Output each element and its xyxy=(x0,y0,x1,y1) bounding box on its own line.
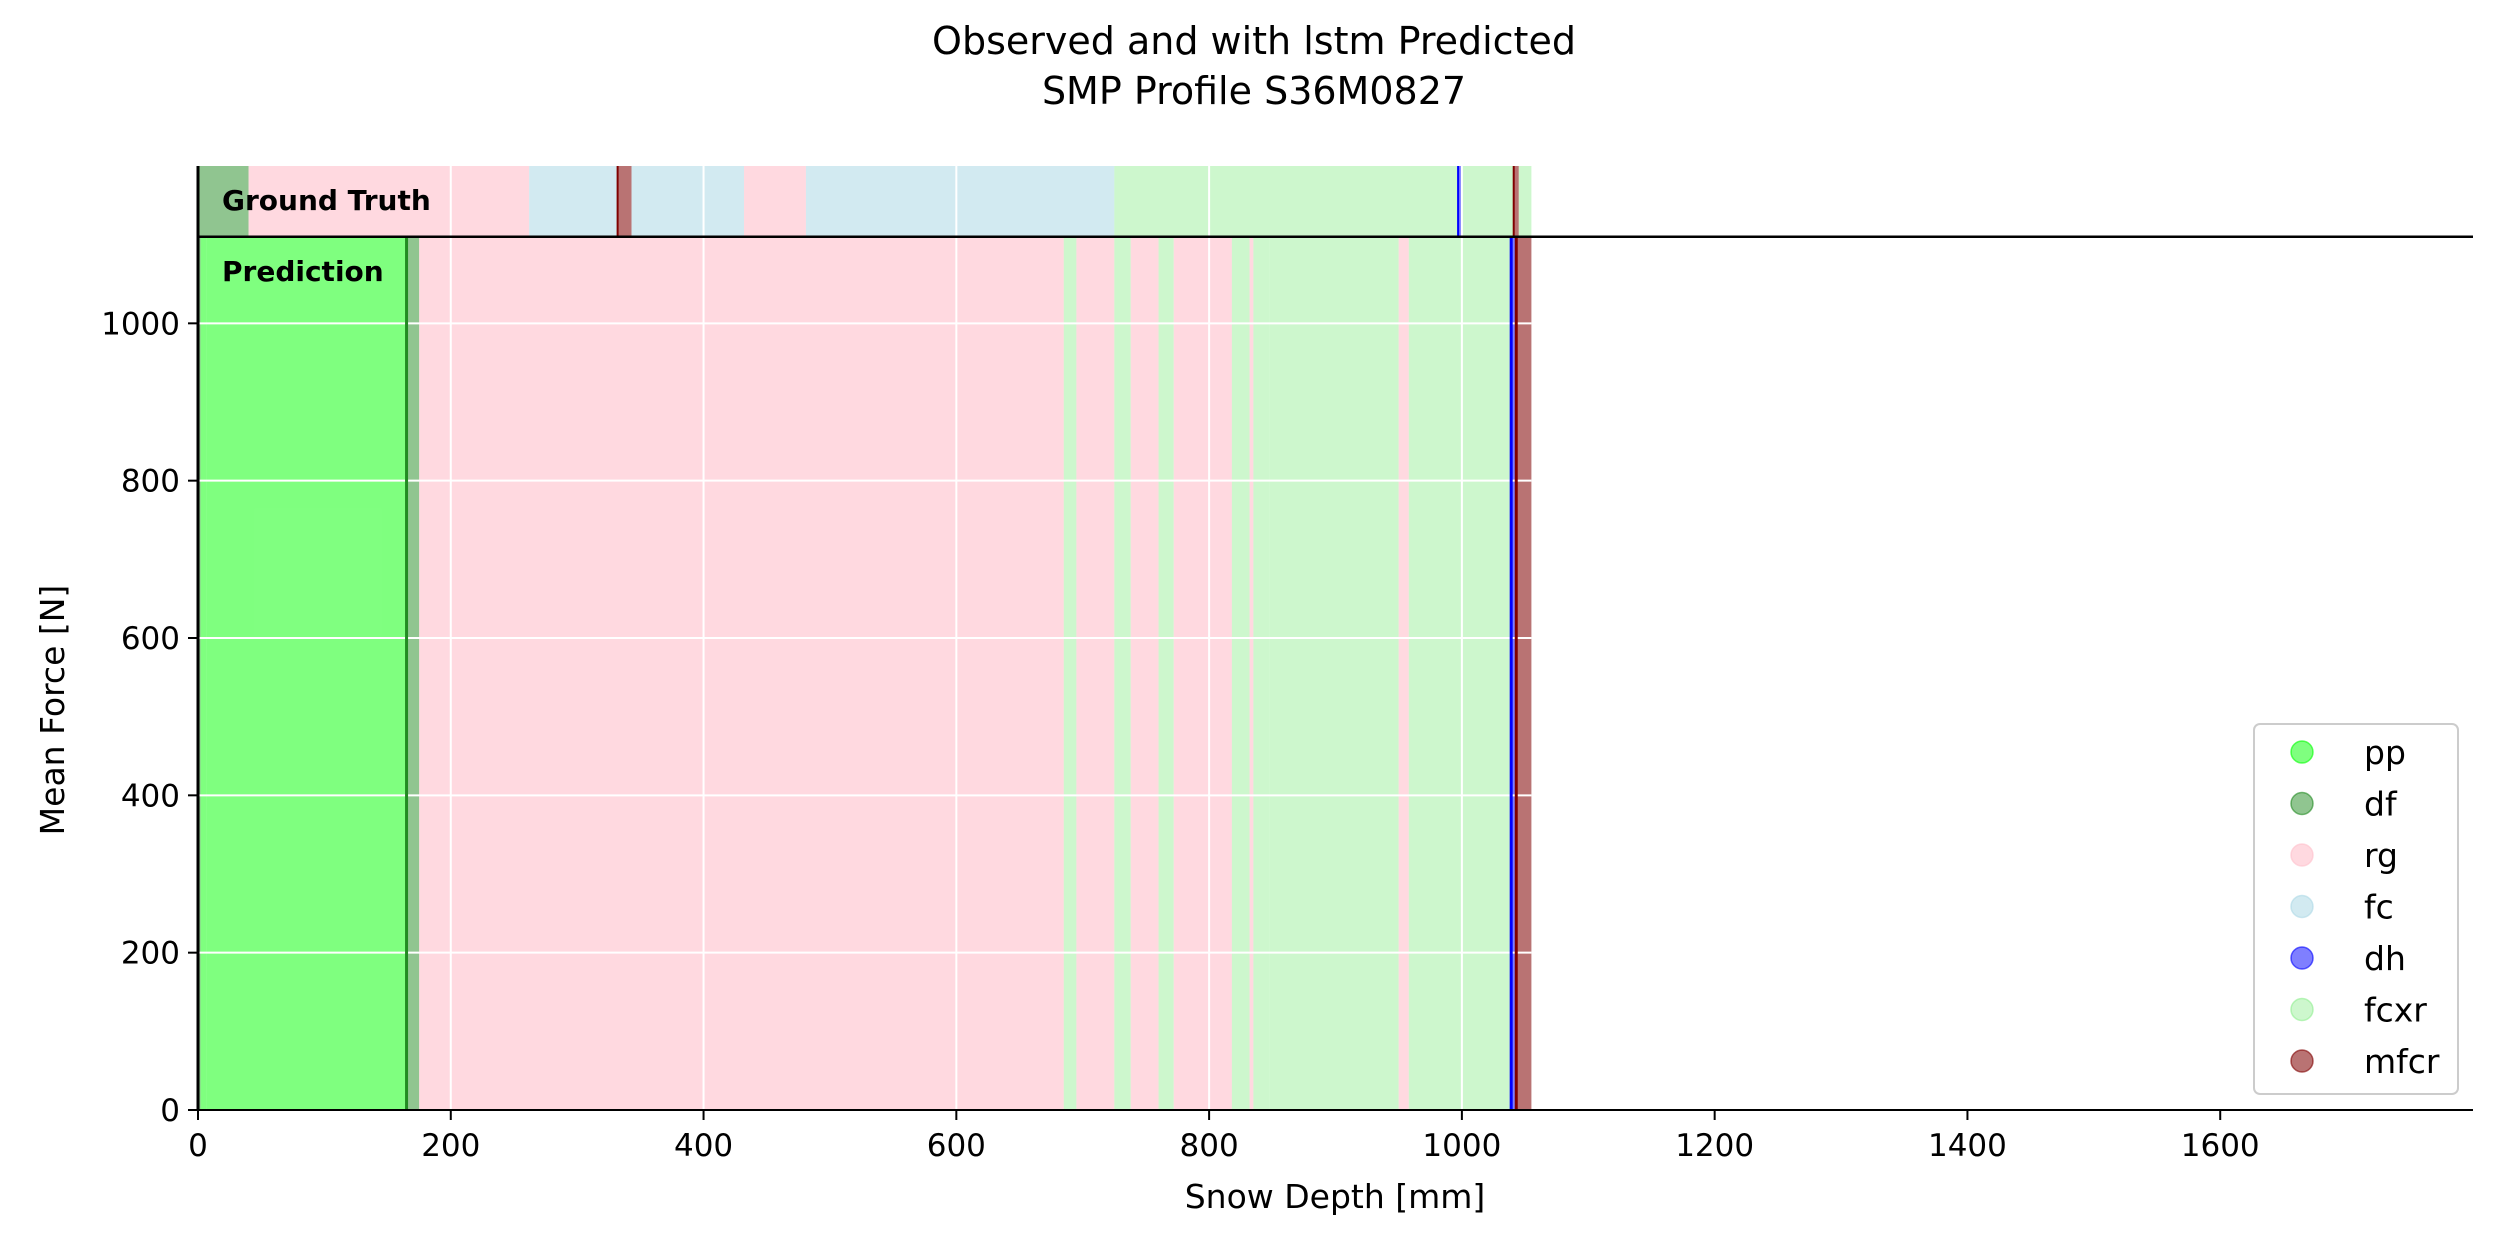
legend-marker-dh xyxy=(2290,946,2314,970)
legend-marker-fcxr xyxy=(2290,997,2314,1022)
x-tick-label: 1000 xyxy=(1422,1128,1501,1164)
legend-box xyxy=(2253,723,2459,1095)
y-axis-label: Mean Force [N] xyxy=(33,585,72,836)
legend-label-df: df xyxy=(2364,785,2398,824)
legend-marker-mfcr xyxy=(2290,1049,2314,1073)
legend-label-fcxr: fcxr xyxy=(2364,991,2427,1030)
prediction-label: Prediction xyxy=(222,255,384,288)
prediction-segment-fcxr xyxy=(1253,236,1270,1111)
x-tick-label: 1200 xyxy=(1675,1128,1754,1164)
prediction-segment-rg xyxy=(1076,236,1115,1111)
legend-label-fc: fc xyxy=(2364,888,2394,927)
prediction-segment-pp xyxy=(206,236,407,1111)
y-tick-label: 600 xyxy=(121,621,180,657)
ground-truth-segment-fcxr xyxy=(1461,166,1514,237)
ground-truth-segment-fc xyxy=(805,166,1115,237)
x-axis-label: Snow Depth [mm] xyxy=(1185,1177,1486,1216)
legend-label-dh: dh xyxy=(2364,939,2406,978)
prediction-segment-fcxr xyxy=(1231,236,1250,1111)
x-tick-label: 200 xyxy=(421,1128,480,1164)
ground-truth-segment-fc xyxy=(631,166,744,237)
ground-truth-segment-df xyxy=(198,166,249,237)
prediction-segment-fcxr xyxy=(1408,236,1512,1111)
prediction-segment-pp xyxy=(200,236,207,1111)
plot-area: Ground Truth Prediction 0 200 400 600 800 1000 1… xyxy=(101,166,2473,1164)
ground-truth-segment-dh xyxy=(1458,166,1462,237)
y-tick-label: 400 xyxy=(121,778,180,814)
prediction-segment-fcxr xyxy=(1063,236,1077,1111)
prediction-segment-fcxr xyxy=(1114,236,1131,1111)
x-tick-label: 0 xyxy=(188,1128,208,1164)
legend-label-mfcr: mfcr xyxy=(2364,1042,2440,1081)
y-tick-label: 200 xyxy=(121,936,180,972)
legend-label-pp: pp xyxy=(2364,733,2406,772)
x-tick-label: 1400 xyxy=(1928,1128,2007,1164)
y-tick-label: 0 xyxy=(160,1093,180,1129)
prediction-segment-rg xyxy=(419,236,1064,1111)
ground-truth-segment-mfcr xyxy=(617,166,632,237)
ground-truth-label: Ground Truth xyxy=(222,184,431,217)
y-tick-label: 800 xyxy=(121,464,180,500)
legend-marker-pp xyxy=(2290,740,2314,764)
x-tick-label: 600 xyxy=(927,1128,986,1164)
prediction-segment-fcxr xyxy=(1269,236,1399,1111)
prediction-segment-df xyxy=(406,236,420,1111)
prediction-segment-fcxr xyxy=(1158,236,1174,1111)
prediction-segment-rg xyxy=(1249,236,1254,1111)
prediction-segment-rg xyxy=(1130,236,1159,1111)
ground-truth-segment-rg xyxy=(744,166,806,237)
x-tick-label: 400 xyxy=(674,1128,733,1164)
prediction-segment-rg xyxy=(1173,236,1232,1111)
chart-title-line-1: Observed and with lstm Predicted xyxy=(932,19,1576,63)
ground-truth-segment-fcxr xyxy=(1518,166,1532,237)
ground-truth-segment-fcxr xyxy=(1114,166,1459,237)
legend-marker-df xyxy=(2290,791,2314,816)
ground-truth-segment-rg xyxy=(248,166,530,237)
legend-marker-fc xyxy=(2290,894,2314,919)
chart-title-line-2: SMP Profile S36M0827 xyxy=(1042,69,1466,113)
ground-truth-segment-fc xyxy=(529,166,618,237)
prediction-segment-rg xyxy=(1398,236,1409,1111)
prediction-segment-dh xyxy=(1511,236,1517,1111)
legend-label-rg: rg xyxy=(2364,836,2398,875)
prediction-segment-mfcr xyxy=(1516,236,1532,1111)
x-tick-label: 1600 xyxy=(2181,1128,2260,1164)
legend-marker-rg xyxy=(2290,843,2314,867)
ground-truth-segment-mfcr xyxy=(1513,166,1519,237)
y-tick-label: 1000 xyxy=(101,306,180,342)
x-tick-label: 800 xyxy=(1180,1128,1239,1164)
